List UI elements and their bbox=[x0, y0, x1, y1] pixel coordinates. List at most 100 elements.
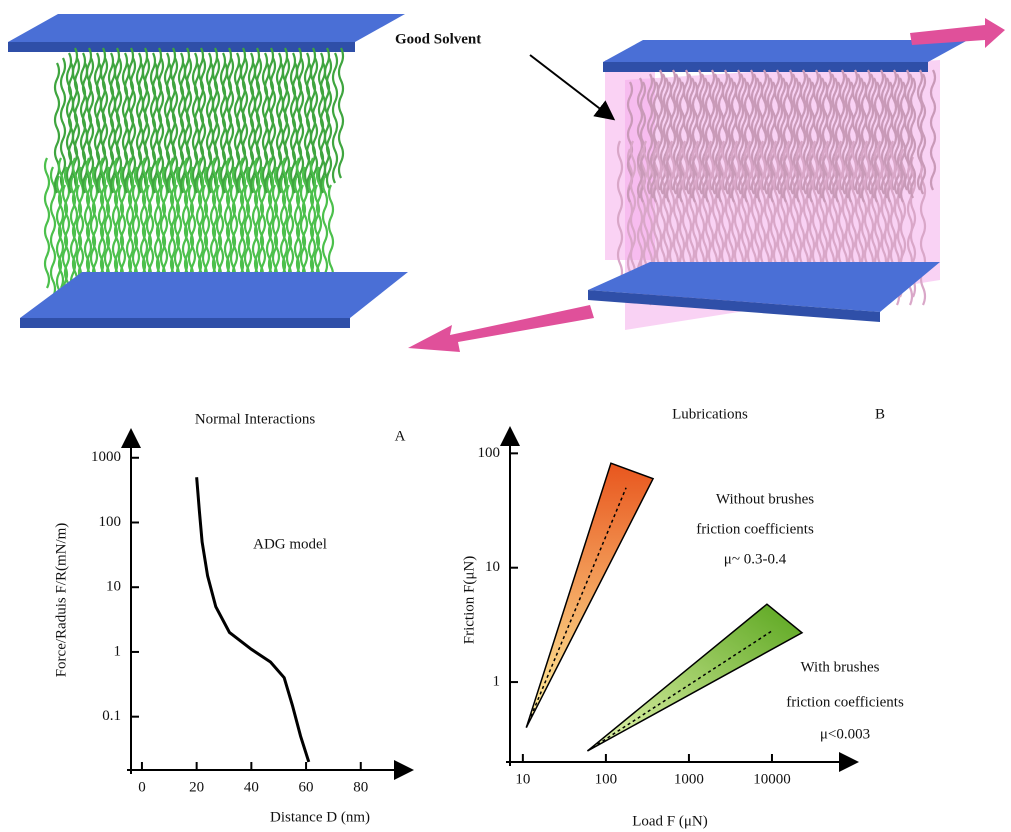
x-tick-label: 40 bbox=[244, 779, 259, 795]
chain bbox=[101, 57, 109, 189]
chain bbox=[685, 73, 693, 195]
annotation: With brushes bbox=[801, 659, 880, 675]
chain bbox=[899, 81, 907, 203]
chain bbox=[221, 62, 229, 194]
chain bbox=[850, 140, 858, 282]
chain bbox=[789, 73, 797, 195]
chain bbox=[750, 73, 758, 195]
chain bbox=[141, 157, 149, 289]
chain bbox=[841, 73, 849, 195]
solvent-label: Good Solvent bbox=[395, 31, 481, 47]
pointer bbox=[529, 54, 616, 121]
y-tick-label: 100 bbox=[99, 514, 122, 530]
chart-title: Lubrications bbox=[672, 406, 748, 422]
chain bbox=[740, 77, 748, 199]
chain bbox=[655, 140, 663, 282]
chain bbox=[213, 57, 221, 189]
chain bbox=[325, 57, 333, 189]
chain bbox=[766, 77, 774, 199]
chain bbox=[854, 73, 862, 195]
chain bbox=[646, 73, 654, 195]
y-tick-label: 10 bbox=[106, 579, 121, 595]
chain bbox=[828, 73, 836, 195]
chain bbox=[802, 73, 810, 195]
chain bbox=[129, 57, 137, 189]
chain bbox=[311, 57, 319, 189]
chain bbox=[283, 57, 291, 189]
chain bbox=[267, 157, 275, 289]
chain bbox=[235, 62, 243, 194]
chain bbox=[57, 157, 65, 289]
chain bbox=[67, 62, 75, 194]
chain bbox=[893, 73, 901, 195]
panel-label: B bbox=[875, 406, 885, 422]
chain bbox=[776, 73, 784, 195]
chain bbox=[253, 157, 261, 289]
chain bbox=[225, 157, 233, 289]
chain bbox=[929, 69, 937, 191]
y-tick-label: 10 bbox=[485, 559, 500, 575]
plate-edge bbox=[588, 290, 880, 322]
chain bbox=[281, 157, 289, 289]
chain bbox=[675, 77, 683, 199]
chain bbox=[151, 62, 159, 194]
chain bbox=[701, 77, 709, 199]
chain bbox=[724, 73, 732, 195]
chain bbox=[759, 140, 767, 282]
x-tick-label: 80 bbox=[353, 779, 368, 795]
y-axis-label: Force/Raduis F/R(mN/m) bbox=[53, 523, 69, 678]
chain bbox=[733, 140, 741, 282]
x-tick-label: 1000 bbox=[674, 771, 704, 787]
data-line bbox=[195, 477, 311, 763]
chain bbox=[211, 157, 219, 289]
chain bbox=[143, 57, 151, 189]
chain bbox=[207, 62, 215, 194]
chain bbox=[707, 140, 715, 282]
chain bbox=[779, 77, 787, 199]
chain bbox=[746, 140, 754, 282]
chain bbox=[53, 62, 61, 194]
chain bbox=[698, 73, 706, 195]
chain bbox=[291, 62, 299, 194]
plate-edge bbox=[8, 42, 355, 52]
chain bbox=[157, 57, 165, 189]
chain bbox=[642, 140, 650, 282]
x-axis-label: Load F (μN) bbox=[632, 813, 708, 829]
chain bbox=[241, 57, 249, 189]
y-tick-label: 0.1 bbox=[102, 708, 121, 724]
chain bbox=[818, 77, 826, 199]
chain bbox=[249, 62, 257, 194]
chain bbox=[305, 62, 313, 194]
y-axis-label: Friction F(μN) bbox=[461, 556, 477, 644]
plate bbox=[8, 14, 405, 42]
chain bbox=[616, 140, 624, 282]
arrow bbox=[408, 305, 594, 352]
center-line bbox=[587, 630, 773, 752]
chain bbox=[831, 77, 839, 199]
chain bbox=[844, 77, 852, 199]
illustration: Good Solvent bbox=[8, 14, 1005, 352]
chain bbox=[883, 77, 891, 199]
chain bbox=[115, 57, 123, 189]
chain bbox=[737, 73, 745, 195]
chain bbox=[165, 62, 173, 194]
chain bbox=[85, 157, 93, 289]
chain bbox=[889, 140, 897, 282]
plate-edge bbox=[20, 318, 350, 328]
chain bbox=[337, 47, 345, 179]
chain bbox=[811, 140, 819, 282]
chain bbox=[792, 77, 800, 199]
x-axis-label: Distance D (nm) bbox=[270, 809, 370, 825]
annotation: μ<0.003 bbox=[820, 726, 870, 742]
chain bbox=[71, 157, 79, 289]
chain bbox=[309, 157, 317, 289]
chain bbox=[59, 57, 67, 189]
arrow bbox=[910, 18, 1005, 48]
chart-title: Normal Interactions bbox=[195, 411, 316, 427]
chain bbox=[155, 157, 163, 289]
chain bbox=[113, 157, 121, 289]
chain bbox=[193, 62, 201, 194]
x-tick-label: 10 bbox=[515, 771, 530, 787]
chain bbox=[837, 140, 845, 282]
